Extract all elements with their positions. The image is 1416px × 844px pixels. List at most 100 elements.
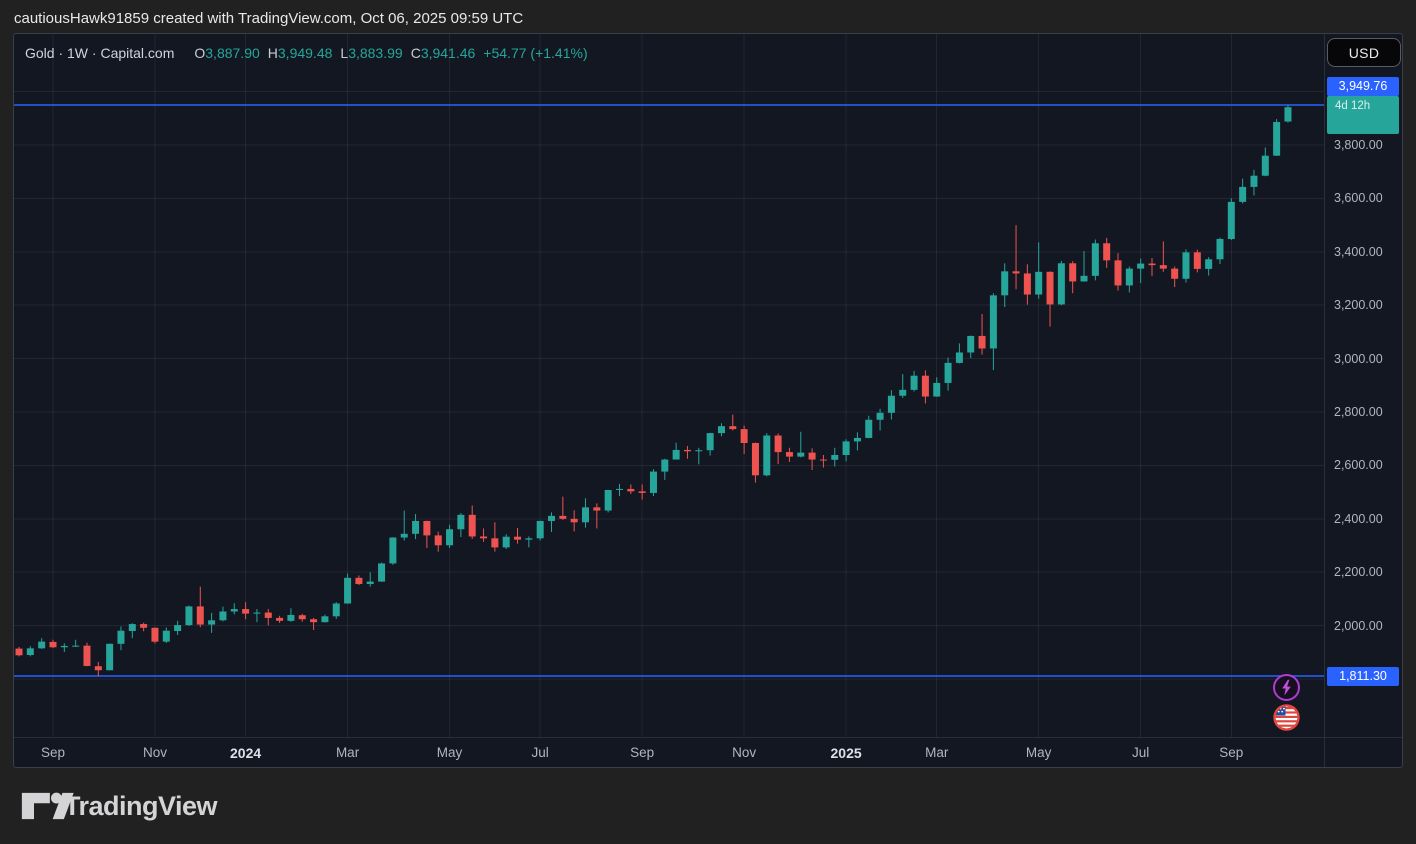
candle-body (1103, 243, 1111, 261)
price-tick-label: 3,400.00 (1334, 244, 1383, 259)
high-price-line-label: 3,949.76 (1327, 77, 1399, 96)
candle-body (1114, 260, 1122, 286)
candle-body (468, 514, 476, 537)
price-tick-label: 3,200.00 (1334, 298, 1383, 313)
candle-body (899, 389, 907, 396)
time-axis-label: Jul (1132, 745, 1150, 760)
candle-body (649, 471, 657, 493)
candle-body (321, 616, 329, 623)
candle-body (887, 395, 895, 413)
candle-body (604, 489, 612, 511)
candle-body (26, 648, 34, 656)
candle-body (1035, 271, 1043, 295)
candle-body (502, 536, 510, 548)
candle-body (287, 614, 295, 621)
time-axis-label: Sep (40, 745, 65, 760)
candle-body (1023, 273, 1031, 295)
time-axis-label: Sep (1219, 745, 1244, 760)
candle-body (49, 641, 57, 648)
low-price-line-label: 1,811.30 (1327, 667, 1399, 686)
candle-body (400, 533, 408, 538)
candle-body (1137, 263, 1145, 269)
candle-body (615, 488, 623, 490)
chart-legend: Gold · 1W · Capital.com O3,887.90 H3,949.4… (25, 45, 588, 61)
lightning-icon[interactable] (1273, 674, 1300, 701)
candle-body (412, 520, 420, 534)
time-axis-label: 2024 (230, 745, 262, 761)
time-axis-label: Nov (142, 745, 167, 760)
time-axis-label: Mar (925, 745, 949, 760)
price-tick-label: 3,600.00 (1334, 191, 1383, 206)
time-axis-label: May (1025, 745, 1052, 760)
candle-body (185, 606, 193, 626)
candle-body (1182, 252, 1190, 279)
candle-body (967, 335, 975, 353)
candle-body (955, 352, 963, 363)
bar-countdown: 4d 12h (1335, 100, 1371, 112)
time-axis[interactable]: Sep Nov 2024 Mar May Jul Sep Nov 2025 Mar May Jul Se… (14, 737, 1402, 768)
time-axis-label: May (436, 745, 463, 760)
candle-body (842, 441, 850, 456)
candle-body (808, 452, 816, 460)
candle-body (298, 615, 306, 620)
candle-body (276, 617, 284, 621)
candle-body (514, 536, 522, 540)
candle-body (242, 609, 250, 614)
candle-body (729, 426, 737, 430)
candle-body (876, 412, 884, 420)
candle-body (751, 443, 759, 476)
symbol-title[interactable]: Gold · 1W · Capital.com (25, 45, 175, 61)
candle-body (1159, 265, 1167, 269)
candle-body (1216, 238, 1224, 260)
open-value: 3,887.90 (205, 45, 260, 61)
close-label: C (410, 45, 421, 61)
us-flag-icon[interactable] (1273, 704, 1300, 731)
price-axis[interactable]: USD 3,800.00 3,600.00 3,400.00 3,200.00 3,00… (1324, 34, 1403, 767)
candle-body (423, 520, 431, 536)
candle-body (933, 382, 941, 397)
candle-body (921, 375, 929, 397)
tradingview-brand-text[interactable]: TradingView (64, 791, 218, 821)
time-axis-label: 2025 (830, 745, 862, 761)
attribution-text: cautiousHawk91859 created with TradingVi… (14, 10, 524, 27)
candle-body (1069, 263, 1077, 282)
candle-body (559, 515, 567, 519)
candle-body (774, 435, 782, 453)
us-flag-glyph (1273, 704, 1300, 731)
candlestick-plot[interactable] (14, 34, 1324, 737)
high-value: 3,949.48 (277, 45, 333, 61)
candle-body (910, 375, 918, 390)
candle-body (72, 645, 80, 647)
candle-body (162, 630, 170, 642)
low-label: L (340, 45, 349, 61)
candle-body (140, 624, 148, 628)
candle-body (1091, 243, 1099, 276)
currency-button[interactable]: USD (1327, 38, 1401, 67)
candle-body (683, 449, 691, 452)
candle-body (151, 627, 159, 642)
candle-body (344, 577, 352, 604)
candle-body (944, 362, 952, 383)
candle-body (491, 538, 499, 548)
candle-body (1273, 122, 1281, 156)
candle-body (638, 491, 646, 493)
candle-body (672, 449, 680, 460)
candle-body (1284, 107, 1292, 122)
candle-body (253, 612, 261, 614)
candle-body (1239, 186, 1247, 202)
price-tick-label: 2,800.00 (1334, 405, 1383, 420)
candle-body (593, 507, 601, 511)
price-tick-label: 2,400.00 (1334, 511, 1383, 526)
candle-body (740, 429, 748, 443)
candle-body (717, 426, 725, 434)
candle-body (230, 609, 238, 612)
candle-body (94, 666, 102, 671)
candle-body (264, 612, 272, 618)
candle-body (434, 535, 442, 546)
candle-body (536, 520, 544, 539)
candle-body (695, 450, 703, 452)
candle-body (128, 624, 136, 631)
open-label: O (194, 45, 206, 61)
tradingview-logo-icon[interactable] (20, 787, 76, 825)
last-price-label: 4d 12h (1327, 96, 1399, 134)
